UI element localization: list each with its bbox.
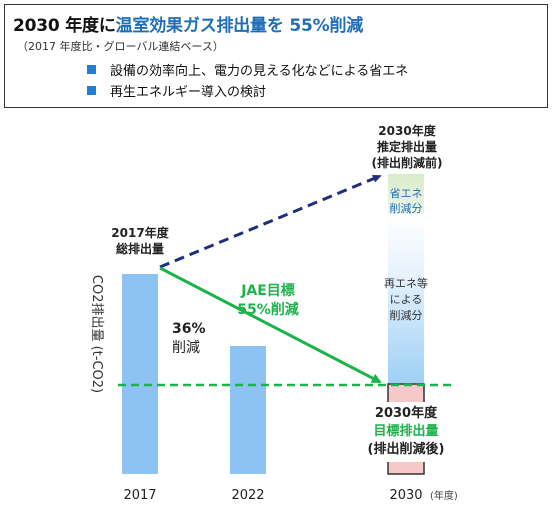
target-2030-annotation: 2030年度 目標排出量 (排出削減後) xyxy=(368,405,445,457)
renewable-label-line3: 削減分 xyxy=(390,308,423,322)
renewable-label-line1: 再エネ等 xyxy=(384,276,428,290)
bar-2022 xyxy=(230,346,266,474)
bar-2017 xyxy=(122,274,158,474)
estimate-annotation-line2: 推定排出量 xyxy=(377,139,437,154)
page-title: 2030 年度に温室効果ガス排出量を 55%削減 xyxy=(13,11,363,36)
estimate-annotation-line3: (排出削減前) xyxy=(372,155,443,170)
target-2030-line3: (排出削減後) xyxy=(368,441,445,457)
bar-2017-annotation-line2: 総排出量 xyxy=(116,241,164,256)
x-axis-unit: (年度) xyxy=(430,489,458,502)
bullet-text: 設備の効率向上、電力の見える化などによる省エネ xyxy=(110,64,409,79)
renewable-label: 再エネ等 による 削減分 xyxy=(384,276,428,322)
energy-saving-segment xyxy=(388,174,424,214)
emissions-chart: CO2排出量 (t-CO2) 2017年度 総排出量 36% 削減 JAE目標 … xyxy=(89,123,460,503)
target-2030-line1: 2030年度 xyxy=(375,405,438,421)
energy-saving-label-line1: 省エネ xyxy=(390,187,423,200)
energy-saving-label-line2: 削減分 xyxy=(390,201,423,215)
x-tick-2022: 2022 xyxy=(231,488,264,503)
bar-2017-annotation: 2017年度 総排出量 xyxy=(111,225,169,256)
target-trend-arrow xyxy=(159,266,382,384)
estimate-annotation-line1: 2030年度 xyxy=(378,123,436,138)
estimate-annotation: 2030年度 推定排出量 (排出削減前) xyxy=(372,123,443,170)
bullet-square-icon xyxy=(87,86,96,95)
x-tick-2030: 2030 xyxy=(389,488,422,503)
renewable-label-line2: による xyxy=(390,293,423,306)
bullet-item: 再生エネルギー導入の検討 xyxy=(87,82,408,103)
target-annotation-line2: 55%削減 xyxy=(237,301,299,318)
page-subtitle: （2017 年度比・グローバル連結ベース） xyxy=(17,40,224,53)
bullet-square-icon xyxy=(87,65,96,74)
reduction-percent: 36% xyxy=(172,321,206,337)
x-axis-ticks: 2017 2022 2030 xyxy=(123,488,422,503)
reduction-label: 削減 xyxy=(172,339,200,356)
y-axis-label: CO2排出量 (t-CO2) xyxy=(89,275,104,393)
target-annotation-line1: JAE目標 xyxy=(240,282,295,299)
x-tick-2017: 2017 xyxy=(123,488,156,503)
target-annotation: JAE目標 55%削減 xyxy=(237,282,299,318)
title-plain: 2030 年度に xyxy=(13,16,116,36)
target-2030-line2: 目標排出量 xyxy=(373,423,438,439)
bullet-text: 再生エネルギー導入の検討 xyxy=(110,85,267,100)
reduction-annotation: 36% 削減 xyxy=(172,321,206,356)
target-label-backdrop xyxy=(352,402,460,462)
bullet-list: 設備の効率向上、電力の見える化などによる省エネ 再生エネルギー導入の検討 xyxy=(87,61,408,103)
estimate-trend-arrow xyxy=(159,174,382,269)
bullet-item: 設備の効率向上、電力の見える化などによる省エネ xyxy=(87,61,408,82)
title-accent: 温室効果ガス排出量を 55%削減 xyxy=(115,16,364,36)
renewable-segment xyxy=(388,214,424,384)
energy-saving-label: 省エネ 削減分 xyxy=(390,187,423,215)
header-box: 2030 年度に温室効果ガス排出量を 55%削減 （2017 年度比・グローバル… xyxy=(4,4,548,108)
bar-2017-annotation-line1: 2017年度 xyxy=(111,225,169,240)
